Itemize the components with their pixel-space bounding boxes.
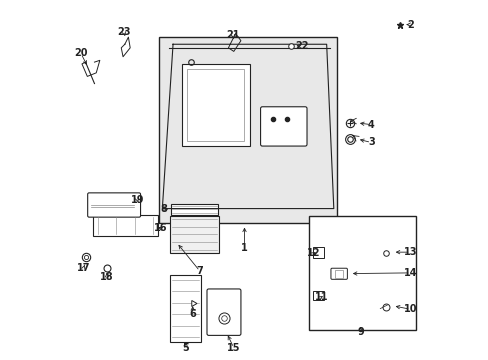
Text: 8: 8	[161, 203, 167, 213]
FancyBboxPatch shape	[170, 204, 218, 215]
Text: 15: 15	[226, 343, 240, 353]
Text: 1: 1	[241, 243, 247, 253]
Text: 4: 4	[367, 120, 374, 130]
FancyBboxPatch shape	[182, 64, 249, 146]
Text: 9: 9	[357, 327, 363, 337]
Text: 13: 13	[403, 247, 416, 257]
FancyBboxPatch shape	[335, 270, 343, 278]
Text: 23: 23	[117, 27, 130, 37]
Text: 3: 3	[367, 138, 374, 148]
FancyBboxPatch shape	[330, 268, 346, 279]
FancyBboxPatch shape	[308, 216, 415, 330]
Text: 18: 18	[100, 272, 114, 282]
Text: 12: 12	[307, 248, 320, 258]
FancyBboxPatch shape	[206, 289, 241, 336]
FancyBboxPatch shape	[93, 215, 158, 237]
FancyBboxPatch shape	[313, 291, 323, 300]
Text: 22: 22	[294, 41, 308, 51]
FancyBboxPatch shape	[169, 275, 201, 342]
Text: 16: 16	[154, 223, 167, 233]
Text: 14: 14	[403, 268, 416, 278]
Text: 10: 10	[403, 304, 416, 314]
Text: 7: 7	[196, 266, 203, 276]
FancyBboxPatch shape	[159, 37, 337, 223]
Text: 21: 21	[226, 30, 239, 40]
Text: 6: 6	[189, 309, 196, 319]
FancyBboxPatch shape	[169, 216, 219, 253]
Text: 2: 2	[407, 19, 413, 30]
Text: 5: 5	[182, 343, 188, 353]
Text: 11: 11	[314, 292, 327, 302]
Text: 20: 20	[74, 48, 87, 58]
Text: 19: 19	[130, 195, 144, 204]
Text: 17: 17	[77, 262, 90, 273]
FancyBboxPatch shape	[87, 193, 140, 217]
FancyBboxPatch shape	[260, 107, 306, 146]
FancyBboxPatch shape	[187, 69, 244, 141]
FancyBboxPatch shape	[313, 247, 323, 257]
